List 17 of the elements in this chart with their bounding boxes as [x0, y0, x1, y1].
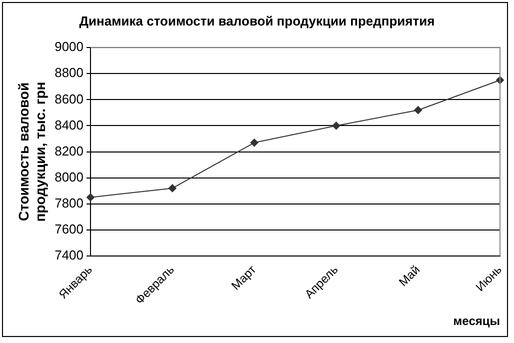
y-tick-label: 8400 — [54, 117, 84, 132]
point — [332, 122, 340, 130]
y-tick-label: 7600 — [54, 221, 84, 236]
y-tick-label: 7400 — [54, 248, 84, 263]
y-tick-label: 7800 — [54, 195, 84, 210]
y-tick-label: 8600 — [54, 91, 84, 106]
point — [86, 193, 95, 202]
chart-title: Динамика стоимости валовой продукции предприятия — [79, 13, 435, 28]
point — [414, 106, 422, 114]
y-tick-label: 9000 — [54, 39, 84, 54]
x-axis-title: месяцы — [453, 314, 500, 328]
point — [250, 138, 258, 147]
point — [168, 184, 176, 192]
y-axis-title: Стоимость валовой продукции, тыс. грн — [15, 82, 48, 222]
y-tick-label: 8200 — [54, 143, 84, 158]
y-tick-label: 8000 — [54, 169, 84, 184]
y-tick-label: 8800 — [54, 65, 84, 80]
